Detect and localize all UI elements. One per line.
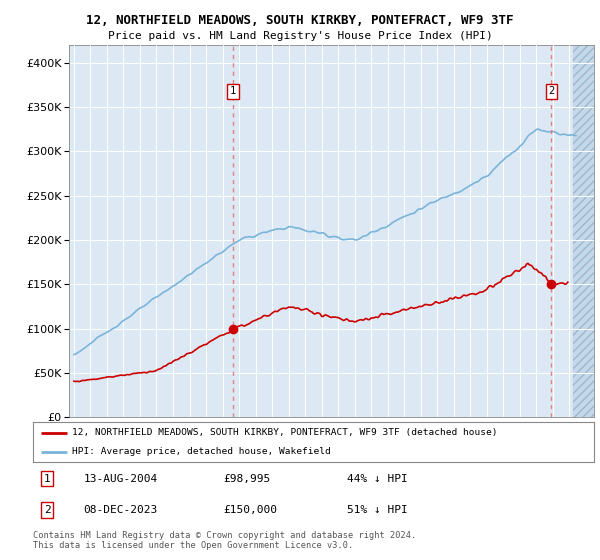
Text: 13-AUG-2004: 13-AUG-2004 [83, 474, 158, 484]
Text: HPI: Average price, detached house, Wakefield: HPI: Average price, detached house, Wake… [72, 447, 331, 456]
Text: £98,995: £98,995 [224, 474, 271, 484]
Bar [572, 45, 594, 417]
Text: 2: 2 [44, 505, 50, 515]
Text: 44% ↓ HPI: 44% ↓ HPI [347, 474, 408, 484]
Text: £150,000: £150,000 [224, 505, 278, 515]
Text: 1: 1 [44, 474, 50, 484]
Text: 1: 1 [230, 86, 236, 96]
Bar [572, 45, 594, 417]
Text: 2: 2 [548, 86, 554, 96]
Text: 12, NORTHFIELD MEADOWS, SOUTH KIRKBY, PONTEFRACT, WF9 3TF (detached house): 12, NORTHFIELD MEADOWS, SOUTH KIRKBY, PO… [72, 428, 498, 437]
Text: Contains HM Land Registry data © Crown copyright and database right 2024.
This d: Contains HM Land Registry data © Crown c… [33, 531, 416, 550]
Text: 51% ↓ HPI: 51% ↓ HPI [347, 505, 408, 515]
Text: Price paid vs. HM Land Registry's House Price Index (HPI): Price paid vs. HM Land Registry's House … [107, 31, 493, 41]
Text: 08-DEC-2023: 08-DEC-2023 [83, 505, 158, 515]
Text: 12, NORTHFIELD MEADOWS, SOUTH KIRKBY, PONTEFRACT, WF9 3TF: 12, NORTHFIELD MEADOWS, SOUTH KIRKBY, PO… [86, 14, 514, 27]
